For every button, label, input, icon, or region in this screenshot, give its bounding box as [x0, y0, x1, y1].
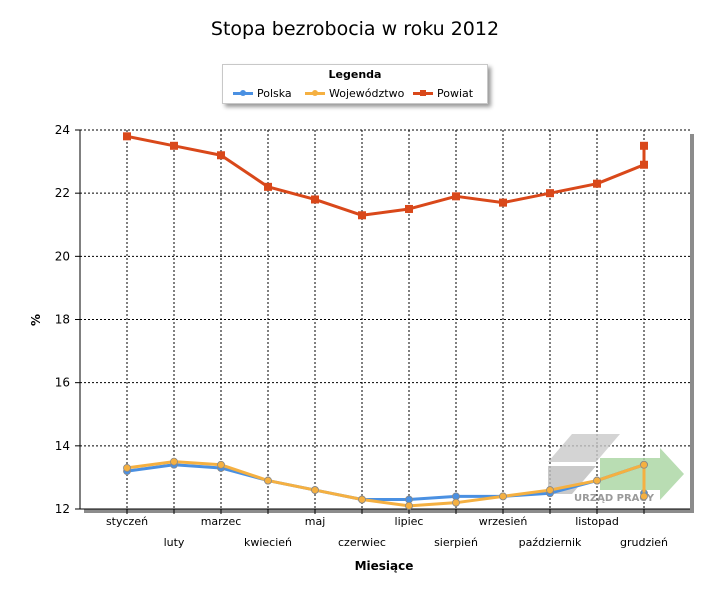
y-tick-label: 20: [55, 249, 70, 263]
data-point-powiat: [123, 132, 131, 141]
x-tick-label: kwiecień: [244, 536, 292, 549]
data-point-wojewdztwo: [593, 476, 601, 485]
y-axis-title: %: [29, 314, 43, 326]
y-tick-label: 14: [55, 439, 70, 453]
data-point-wojewdztwo: [264, 476, 272, 485]
data-point-wojewdztwo: [640, 492, 648, 501]
series-lines: [123, 132, 648, 510]
legend-label-wojewodztwo: Województwo: [329, 87, 405, 100]
data-point-powiat: [593, 179, 601, 188]
watermark-shape: [548, 434, 620, 462]
watermark-arrow: [600, 448, 684, 500]
y-tick-label: 24: [55, 123, 70, 137]
y-tick-label: 12: [55, 502, 70, 516]
data-point-powiat: [217, 151, 225, 160]
data-point-wojewdztwo: [452, 498, 460, 507]
x-tick-label: lipiec: [395, 515, 424, 528]
legend-label-powiat: Powiat: [437, 87, 474, 100]
x-tick-label: luty: [164, 536, 185, 549]
data-point-powiat: [311, 195, 319, 204]
legend-title: Legenda: [328, 68, 382, 81]
x-tick-label: maj: [305, 515, 326, 528]
x-tick-label: październik: [519, 536, 582, 549]
y-tick-label: 16: [55, 376, 70, 390]
legend-marker-polska: [240, 90, 246, 96]
x-tick-label: czerwiec: [338, 536, 386, 549]
data-point-powiat: [264, 182, 272, 191]
y-tick-label: 22: [55, 186, 70, 200]
x-tick-label: wrzesień: [479, 515, 528, 528]
x-tick-label: listopad: [575, 515, 619, 528]
data-point-powiat: [405, 204, 413, 213]
x-tick-label: styczeń: [106, 515, 148, 528]
grid: [80, 129, 690, 509]
legend: Legenda Polska Województwo Powiat: [222, 64, 488, 104]
legend-marker-wojewodztwo: [312, 90, 318, 96]
data-point-powiat: [452, 192, 460, 201]
data-point-powiat: [546, 189, 554, 198]
watermark-text: URZĄD PRACY: [574, 493, 655, 504]
legend-label-polska: Polska: [257, 87, 292, 100]
data-point-powiat: [499, 198, 507, 207]
data-point-wojewdztwo: [358, 495, 366, 504]
x-tick-label: grudzień: [620, 536, 668, 549]
data-point-powiat: [640, 141, 648, 150]
data-point-powiat: [640, 160, 648, 169]
data-point-wojewdztwo: [170, 457, 178, 466]
data-point-wojewdztwo: [217, 460, 225, 469]
y-tick-label: 18: [55, 313, 70, 327]
data-point-wojewdztwo: [311, 486, 319, 494]
data-point-wojewdztwo: [123, 464, 131, 472]
data-point-wojewdztwo: [546, 486, 554, 494]
legend-marker-powiat: [420, 90, 426, 96]
data-point-wojewdztwo: [405, 501, 413, 510]
data-point-powiat: [170, 141, 178, 150]
x-axis-title: Miesiące: [355, 559, 414, 573]
data-point-powiat: [358, 211, 366, 220]
data-point-wojewdztwo: [640, 460, 648, 469]
chart-title: Stopa bezrobocia w roku 2012: [210, 18, 500, 40]
x-tick-label: marzec: [201, 515, 242, 528]
x-tick-label: sierpień: [434, 536, 478, 549]
data-point-wojewdztwo: [499, 492, 507, 501]
